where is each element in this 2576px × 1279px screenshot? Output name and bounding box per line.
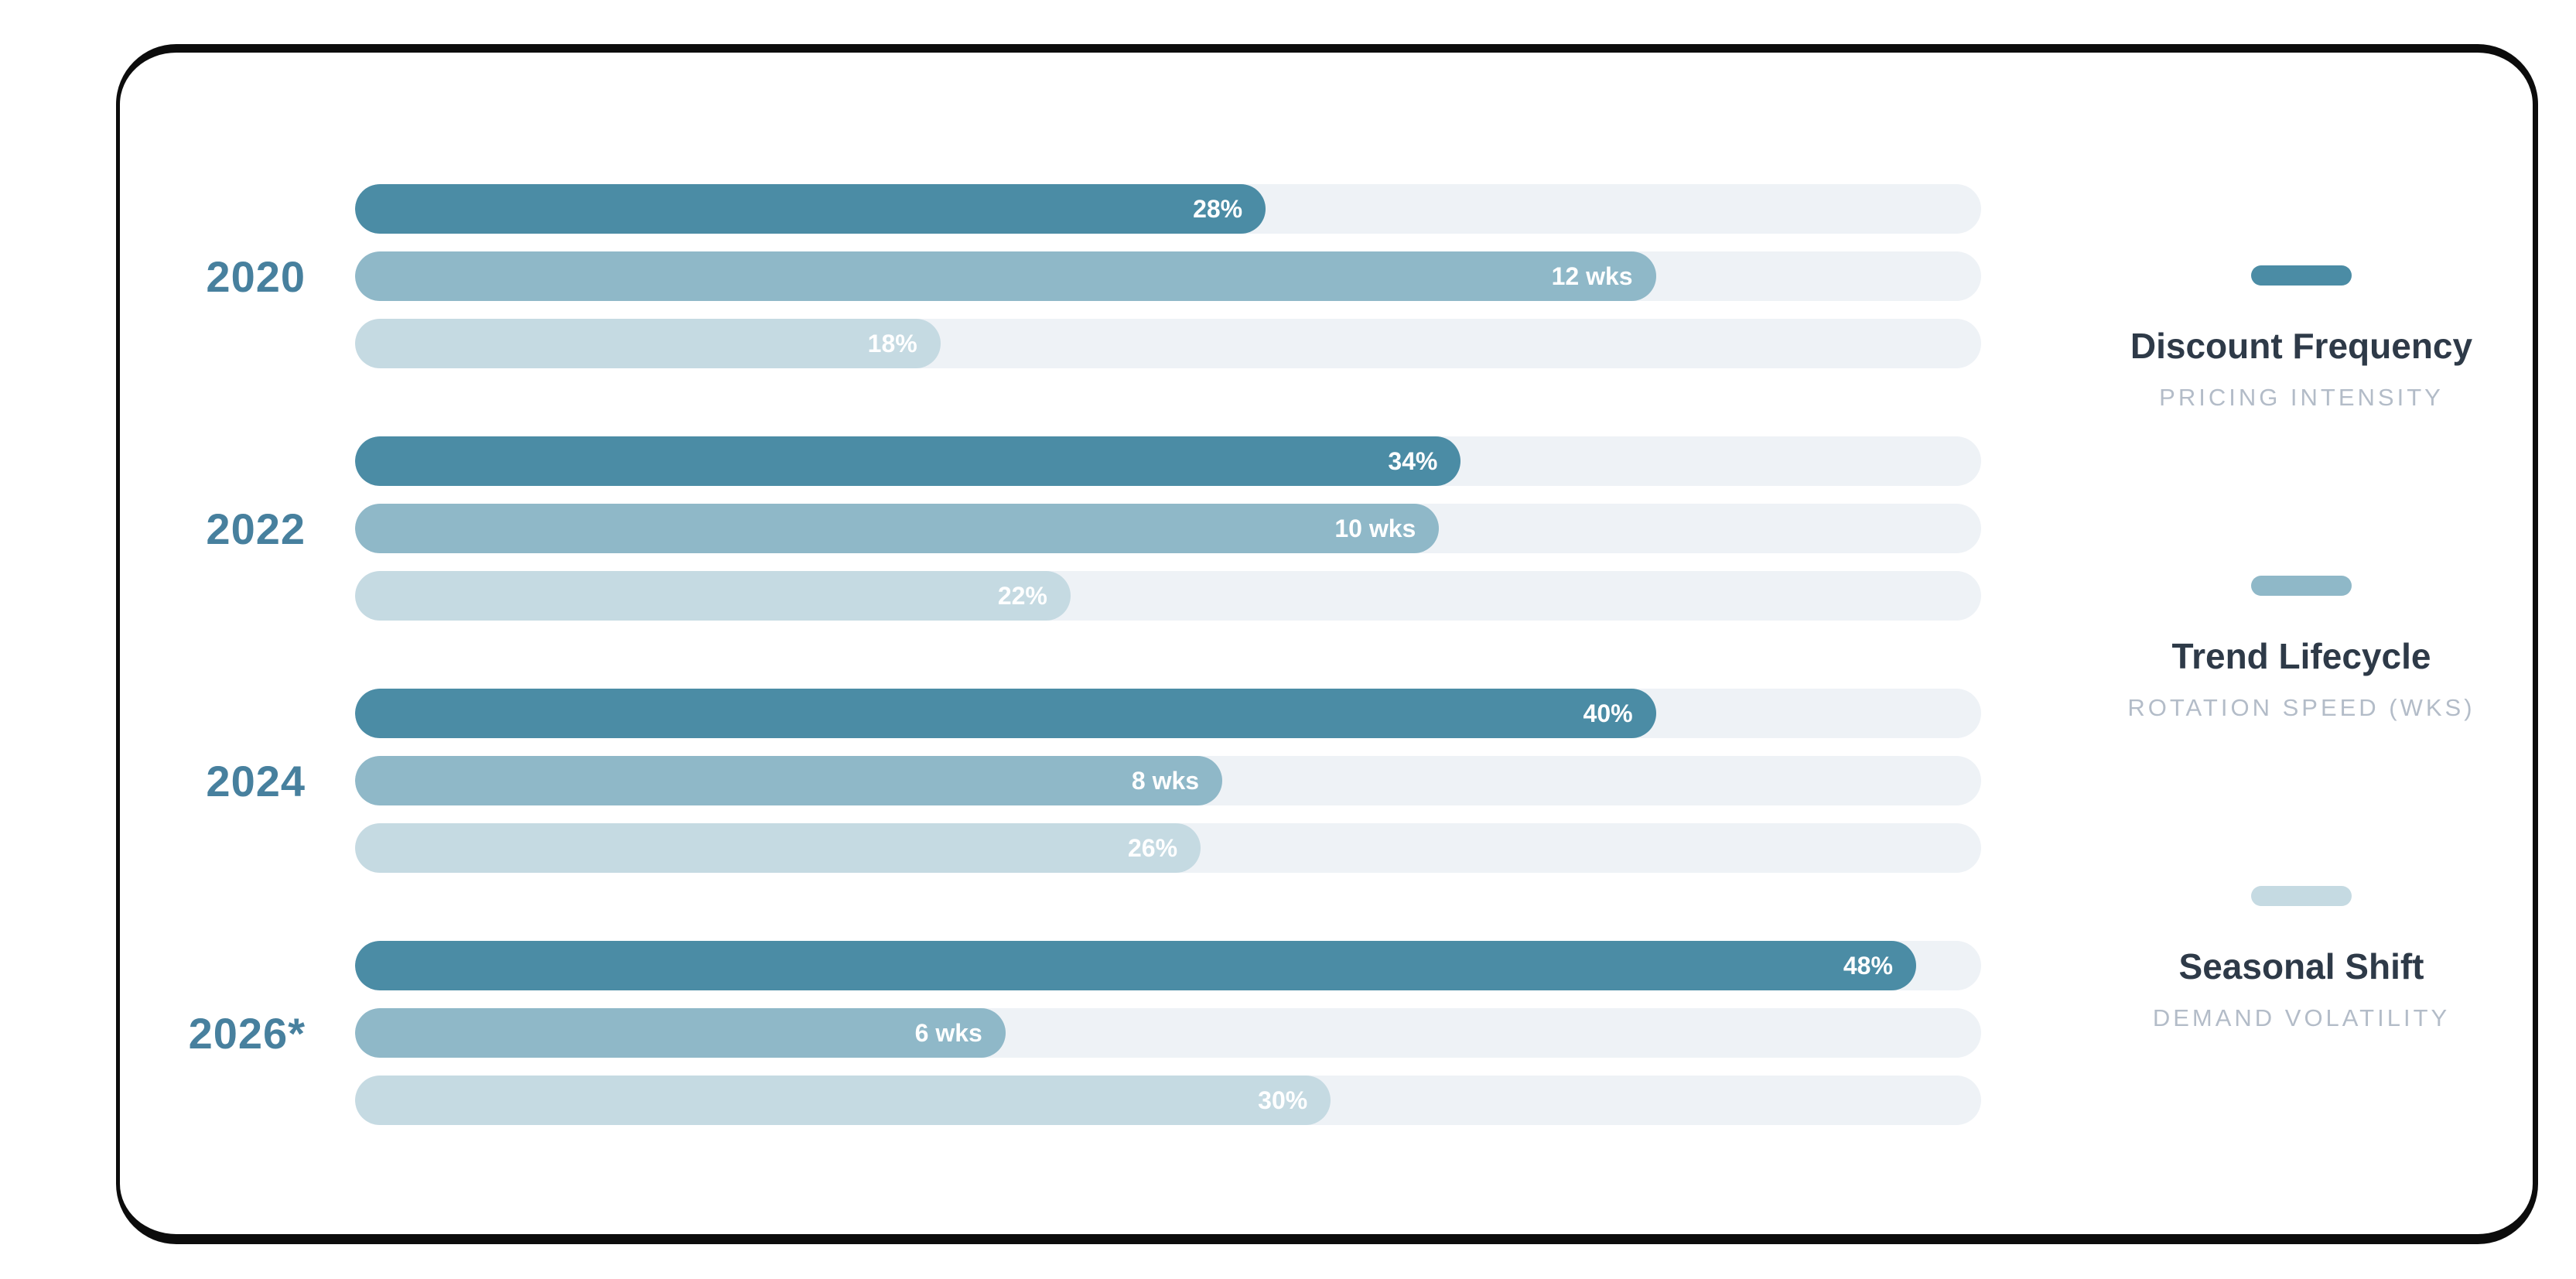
year-label: 2020 xyxy=(206,251,306,301)
bar-value-label: 30% xyxy=(1258,1086,1308,1114)
bar-fill: 40% xyxy=(355,689,1656,738)
bar-chart: 2020 28% 12 wks 18% 2022 34% 10 wks 22% xyxy=(120,53,1981,1234)
bar-track: 48% xyxy=(355,941,1981,990)
bar-value-label: 40% xyxy=(1583,699,1633,727)
bar-fill: 48% xyxy=(355,941,1916,990)
bar-fill: 6 wks xyxy=(355,1008,1006,1058)
bar-track: 12 wks xyxy=(355,251,1981,301)
bar-stack: 40% 8 wks 26% xyxy=(355,689,1981,873)
bar-fill: 8 wks xyxy=(355,756,1223,805)
bar-value-label: 18% xyxy=(867,329,917,357)
legend-swatch xyxy=(2250,265,2352,286)
bar-track: 34% xyxy=(355,436,1981,486)
legend-title: Discount Frequency xyxy=(2130,326,2473,366)
bar-stack: 28% 12 wks 18% xyxy=(355,184,1981,368)
year-group: 2026* 48% 6 wks 30% xyxy=(151,941,1981,1125)
legend-title: Seasonal Shift xyxy=(2178,946,2424,987)
year-label: 2022 xyxy=(206,504,306,553)
bar-track: 26% xyxy=(355,823,1981,873)
bar-value-label: 48% xyxy=(1843,951,1893,980)
bar-value-label: 26% xyxy=(1127,833,1178,862)
bar-value-label: 8 wks xyxy=(1131,766,1200,795)
bar-fill: 28% xyxy=(355,184,1266,234)
year-group: 2022 34% 10 wks 22% xyxy=(151,436,1981,621)
bar-fill: 10 wks xyxy=(355,504,1440,553)
chart-card: 2020 28% 12 wks 18% 2022 34% 10 wks 22% xyxy=(116,44,2538,1244)
bar-track: 22% xyxy=(355,571,1981,621)
bar-track: 40% xyxy=(355,689,1981,738)
bar-fill: 30% xyxy=(355,1076,1331,1125)
bar-value-label: 34% xyxy=(1388,446,1438,475)
year-group: 2020 28% 12 wks 18% xyxy=(151,184,1981,368)
bar-value-label: 12 wks xyxy=(1551,262,1633,290)
year-label: 2026* xyxy=(188,1008,306,1058)
legend-entry: Discount Frequency PRICING INTENSITY xyxy=(2130,265,2472,412)
legend-entry: Trend Lifecycle ROTATION SPEED (WKS) xyxy=(2127,575,2475,722)
bar-value-label: 6 wks xyxy=(914,1018,982,1047)
legend-swatch xyxy=(2250,575,2352,596)
bar-fill: 22% xyxy=(355,571,1071,621)
bar-value-label: 22% xyxy=(997,581,1047,610)
year-group: 2024 40% 8 wks 26% xyxy=(151,689,1981,873)
bar-track: 8 wks xyxy=(355,756,1981,805)
legend-title: Trend Lifecycle xyxy=(2171,635,2431,676)
bar-track: 18% xyxy=(355,319,1981,368)
bar-track: 10 wks xyxy=(355,504,1981,553)
bar-fill: 34% xyxy=(355,436,1461,486)
bar-track: 6 wks xyxy=(355,1008,1981,1058)
legend-sublabel: DEMAND VOLATILITY xyxy=(2152,1004,2451,1031)
legend: Discount Frequency PRICING INTENSITY Tre… xyxy=(1981,53,2533,1234)
bar-fill: 12 wks xyxy=(355,251,1656,301)
bar-fill: 18% xyxy=(355,319,941,368)
legend-sublabel: ROTATION SPEED (WKS) xyxy=(2127,693,2475,721)
bar-track: 30% xyxy=(355,1076,1981,1125)
year-label: 2024 xyxy=(206,756,306,805)
bar-value-label: 28% xyxy=(1193,194,1243,223)
bar-track: 28% xyxy=(355,184,1981,234)
bar-stack: 48% 6 wks 30% xyxy=(355,941,1981,1125)
legend-entry: Seasonal Shift DEMAND VOLATILITY xyxy=(2152,885,2451,1032)
legend-sublabel: PRICING INTENSITY xyxy=(2159,383,2444,411)
legend-swatch xyxy=(2251,885,2352,906)
bar-stack: 34% 10 wks 22% xyxy=(355,436,1981,621)
bar-fill: 26% xyxy=(355,823,1201,873)
bar-value-label: 10 wks xyxy=(1334,514,1416,542)
